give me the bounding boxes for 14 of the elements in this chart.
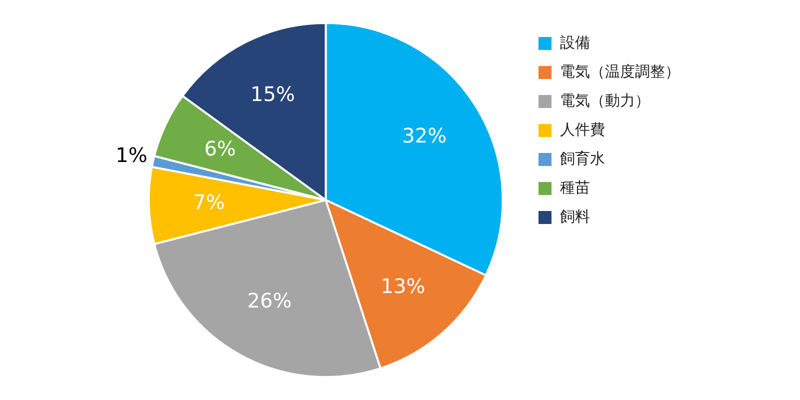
data-label: 1%	[116, 142, 148, 167]
legend-label: 電気（温度調整）	[560, 62, 680, 80]
data-label: 15%	[250, 82, 295, 106]
data-label: 6%	[204, 136, 236, 160]
data-label: 7%	[193, 190, 225, 214]
legend-label: 飼料	[560, 207, 590, 226]
legend-label: 飼育水	[560, 149, 605, 168]
data-label: 13%	[380, 274, 426, 298]
legend-label: 電気（動力）	[560, 91, 650, 110]
legend-label: 種苗	[560, 178, 590, 196]
data-label: 32%	[402, 124, 447, 148]
data-label: 26%	[247, 288, 292, 313]
legend-label: 人件費	[560, 120, 605, 138]
legend-label: 設備	[560, 33, 590, 52]
